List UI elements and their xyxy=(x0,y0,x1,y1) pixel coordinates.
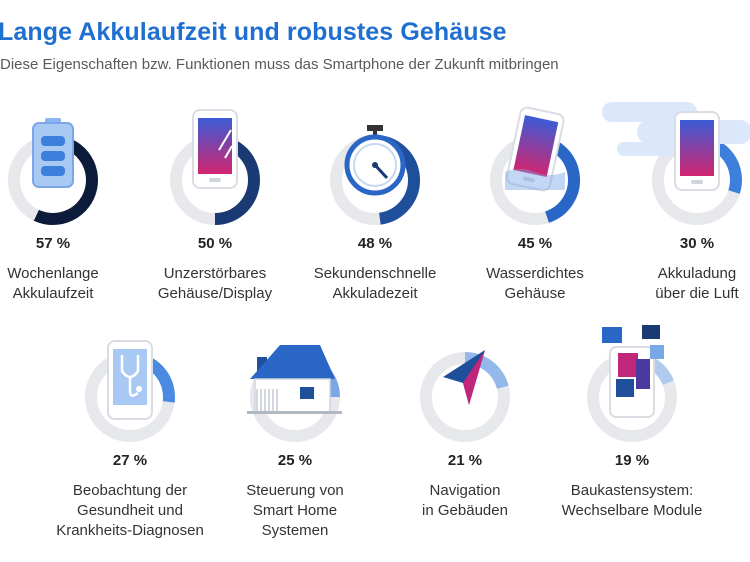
category-label-line: Wechselbare Module xyxy=(561,502,703,519)
chart-subtitle: Diese Eigenschaften bzw. Funktionen muss… xyxy=(0,56,559,73)
percent-label: 57 % xyxy=(35,235,71,252)
category-label: Steuerung von Smart Home Systemen xyxy=(205,481,385,541)
category-label-line: Gehäuse xyxy=(504,285,566,302)
smart-home-icon xyxy=(247,345,342,414)
waterproof-phone-icon xyxy=(505,106,565,192)
category-label: Akkuladung über die Luft xyxy=(607,264,750,304)
percent-label: 19 % xyxy=(614,452,650,469)
donut-segment xyxy=(464,352,509,390)
category-label-line: Krankheits-Diagnosen xyxy=(56,522,204,539)
chart-title: Lange Akkulaufzeit und robustes Gehäuse xyxy=(0,18,507,46)
percent-label: 45 % xyxy=(517,235,553,252)
category-label-line: Systemen xyxy=(261,522,329,539)
category-label-line: Akkulaufzeit xyxy=(12,285,94,302)
percent-label: 21 % xyxy=(447,452,483,469)
category-label: Baukastensystem: Wechselbare Module xyxy=(542,481,722,521)
health-stethoscope-phone-icon xyxy=(107,340,153,420)
percent-label: 48 % xyxy=(357,235,393,252)
category-label-line: Navigation xyxy=(429,482,501,499)
percent-label: 30 % xyxy=(679,235,715,252)
battery-icon xyxy=(32,118,74,188)
category-label: Wasserdichtes Gehäuse xyxy=(445,264,625,304)
category-label-line: Steuerung von xyxy=(246,482,344,499)
percent-label: 25 % xyxy=(277,452,313,469)
category-label-line: Akkuladezeit xyxy=(332,285,418,302)
category-label: Navigation in Gebäuden xyxy=(375,481,555,521)
category-label-line: Gehäuse/Display xyxy=(157,285,273,302)
category-label-line: in Gebäuden xyxy=(422,502,508,519)
category-label-line: Beobachtung der xyxy=(72,482,188,499)
category-label-line: über die Luft xyxy=(655,285,739,302)
category-label-line: Wochenlange xyxy=(7,265,99,282)
category-label-line: Wasserdichtes xyxy=(486,265,584,282)
smartphone-display-icon xyxy=(192,109,238,189)
category-label-line: Unzerstörbares xyxy=(163,265,267,282)
stopwatch-icon xyxy=(344,125,406,196)
percent-label: 27 % xyxy=(112,452,148,469)
category-label-line: Smart Home xyxy=(252,502,338,519)
category-label-line: Sekundenschnelle xyxy=(313,265,437,282)
category-label-line: Akkuladung xyxy=(657,265,737,282)
wireless-charging-phone-icon xyxy=(602,102,750,191)
category-label: Beobachtung der Gesundheit und Krankheits-… xyxy=(40,481,220,541)
category-label: Sekundenschnelle Akkuladezeit xyxy=(285,264,465,304)
category-label-line: Gesundheit und xyxy=(77,502,183,519)
navigation-arrow-icon xyxy=(443,350,485,405)
category-label-line: Baukastensystem: xyxy=(570,482,694,499)
category-label: Wochenlange Akkulaufzeit xyxy=(0,264,143,304)
percent-label: 50 % xyxy=(197,235,233,252)
modular-phone-icon xyxy=(602,325,664,418)
category-label: Unzerstörbares Gehäuse/Display xyxy=(125,264,305,304)
